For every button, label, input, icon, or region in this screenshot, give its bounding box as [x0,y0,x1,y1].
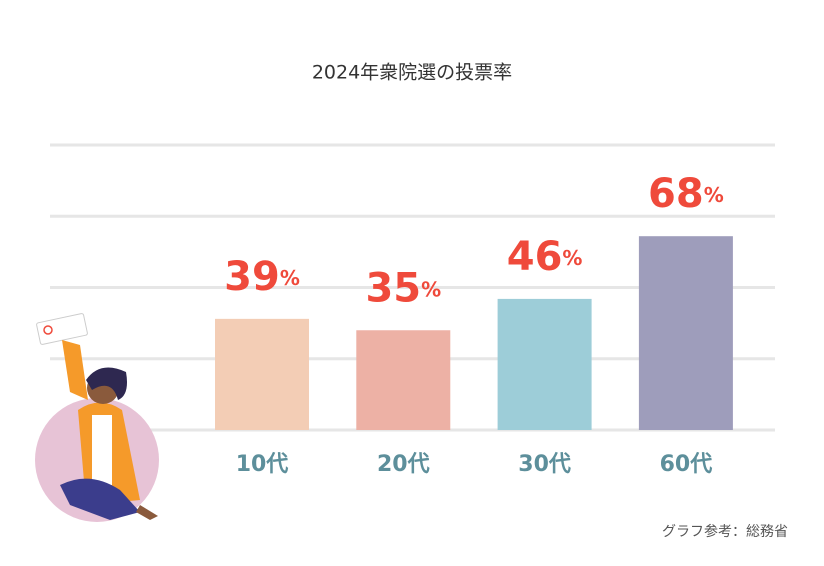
bar [638,236,733,430]
x-tick-label: 30代 [518,452,571,477]
value-label: 35% [365,265,441,311]
x-tick-label: 60代 [660,452,713,477]
value-label: 68% [648,171,724,217]
value-label-part: 46 [507,234,563,280]
bar [497,298,592,430]
value-label-part: 68 [648,171,704,217]
value-label-part: % [562,245,582,269]
value-label: 39% [224,254,300,300]
value-label-part: % [421,277,441,301]
value-label-part: 39 [224,254,280,300]
x-tick-label: 20代 [377,452,430,477]
chart-title: 2024年衆院選の投票率 [312,62,512,84]
source-note: グラフ参考：総務省 [662,523,788,540]
value-label-part: 35 [365,265,421,311]
x-tick-label: 10代 [236,452,289,477]
value-label: 46% [507,234,583,280]
bar [356,330,451,430]
illustration [35,313,159,522]
bar [215,318,309,430]
value-label-part: % [704,183,724,207]
value-label-part: % [280,265,300,289]
